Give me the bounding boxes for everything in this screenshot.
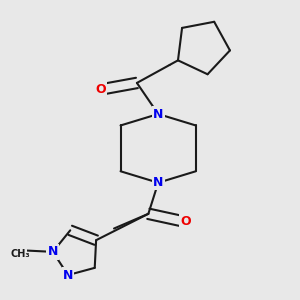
Text: O: O: [96, 83, 106, 96]
Text: CH₃: CH₃: [11, 249, 30, 259]
Text: N: N: [153, 107, 164, 121]
Text: N: N: [63, 268, 73, 282]
Text: N: N: [153, 176, 164, 189]
Text: O: O: [181, 215, 191, 229]
Text: N: N: [48, 245, 58, 258]
